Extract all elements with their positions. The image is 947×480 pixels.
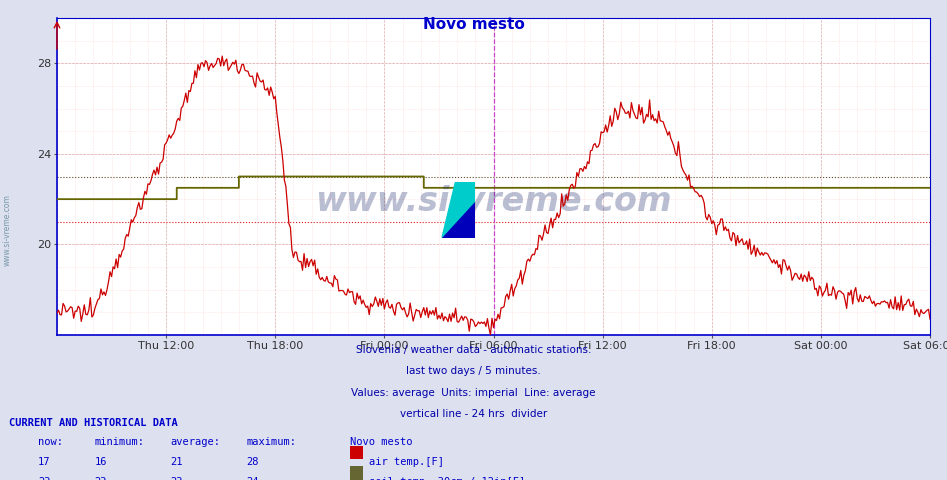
Text: CURRENT AND HISTORICAL DATA: CURRENT AND HISTORICAL DATA [9, 418, 178, 428]
Text: air temp.[F]: air temp.[F] [369, 457, 444, 467]
Polygon shape [442, 202, 475, 238]
Text: 16: 16 [95, 457, 107, 467]
Text: vertical line - 24 hrs  divider: vertical line - 24 hrs divider [400, 409, 547, 420]
Text: 17: 17 [38, 457, 50, 467]
Text: Novo mesto: Novo mesto [350, 437, 413, 447]
Text: Slovenia / weather data - automatic stations.: Slovenia / weather data - automatic stat… [356, 345, 591, 355]
Text: 23: 23 [170, 477, 183, 480]
Polygon shape [442, 182, 475, 238]
Text: 24: 24 [246, 477, 259, 480]
Text: www.si-vreme.com: www.si-vreme.com [3, 194, 12, 266]
Text: 21: 21 [170, 457, 183, 467]
Text: last two days / 5 minutes.: last two days / 5 minutes. [406, 366, 541, 376]
Text: 23: 23 [38, 477, 50, 480]
Text: maximum:: maximum: [246, 437, 296, 447]
Text: Values: average  Units: imperial  Line: average: Values: average Units: imperial Line: av… [351, 388, 596, 398]
Text: minimum:: minimum: [95, 437, 145, 447]
Text: 28: 28 [246, 457, 259, 467]
Text: www.si-vreme.com: www.si-vreme.com [315, 185, 671, 218]
Text: average:: average: [170, 437, 221, 447]
Text: now:: now: [38, 437, 63, 447]
Text: 23: 23 [95, 477, 107, 480]
Text: Novo mesto: Novo mesto [422, 17, 525, 32]
Text: soil temp. 30cm / 12in[F]: soil temp. 30cm / 12in[F] [369, 477, 526, 480]
